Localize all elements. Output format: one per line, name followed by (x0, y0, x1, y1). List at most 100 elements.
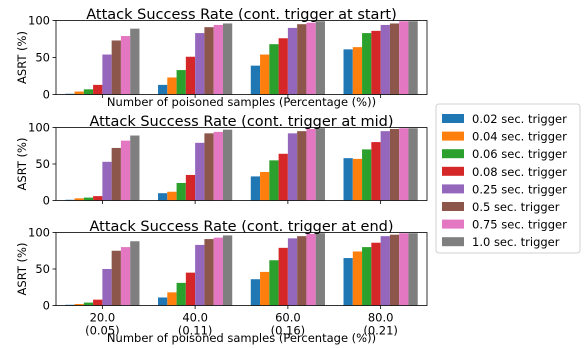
bar-7-3 (306, 128, 316, 201)
y-tick-label: 50 (35, 262, 50, 276)
bar-5-3 (287, 133, 298, 201)
x-tick-label: (0.21) (363, 324, 398, 338)
bar-8-4 (408, 128, 418, 201)
bar-3-3 (269, 160, 279, 201)
x-tick-label: 60.0 (275, 311, 301, 325)
bar-3-2 (176, 282, 186, 306)
legend-swatch-8 (442, 237, 464, 247)
x-tick-label: (0.11) (178, 324, 213, 338)
bar-6-1 (111, 147, 121, 201)
bar-5-1 (102, 161, 112, 201)
x-tick-label: 80.0 (368, 311, 394, 325)
bar-6-1 (111, 40, 121, 95)
bar-5-1 (102, 269, 112, 306)
bar-6-2 (204, 239, 214, 306)
bar-3-2 (176, 70, 186, 95)
y-tick-label: 0 (43, 88, 50, 102)
subplot-title: Attack Success Rate (cont. trigger at mi… (89, 114, 393, 130)
x-axis-label: Number of poisoned samples (Percentage (… (107, 331, 376, 345)
legend-swatch-3 (442, 149, 464, 159)
legend: 0.02 sec. trigger 0.04 sec. trigger 0.06 s… (435, 103, 581, 254)
legend-entry-7: 0.75 sec. trigger (472, 218, 567, 232)
bar-8-2 (222, 129, 233, 201)
y-tick-label: 0 (43, 299, 50, 313)
bar-7-2 (213, 131, 223, 201)
bar-7-2 (213, 237, 223, 306)
subplot-title: Attack Success Rate (cont. trigger at st… (86, 7, 397, 23)
bar-4-4 (371, 142, 381, 201)
bar-8-2 (222, 235, 233, 306)
legend-entry-8: 1.0 sec. trigger (472, 235, 560, 249)
bar-5-4 (380, 236, 390, 306)
bar-7-2 (213, 24, 223, 95)
bar-7-4 (399, 21, 409, 95)
bar-2-3 (260, 271, 270, 306)
bar-1-4 (343, 49, 353, 95)
bar-8-3 (315, 21, 325, 95)
bar-3-4 (362, 247, 372, 306)
bar-3-1 (83, 89, 94, 95)
legend-entry-5: 0.25 sec. trigger (472, 182, 567, 196)
bar-5-3 (287, 27, 298, 95)
x-tick-label: (0.16) (271, 324, 306, 338)
legend-entry-6: 0.5 sec. trigger (472, 200, 560, 214)
bar-1-2 (158, 193, 168, 201)
bar-4-3 (278, 247, 288, 306)
bar-6-3 (297, 24, 307, 95)
bar-7-4 (399, 233, 409, 306)
bar-1-2 (158, 84, 168, 95)
bar-4-2 (185, 174, 196, 201)
bar-8-1 (130, 241, 140, 306)
bar-6-2 (204, 133, 214, 201)
bar-3-4 (362, 149, 372, 201)
x-axis-label: Number of poisoned samples (Percentage (… (107, 95, 376, 109)
bar-2-3 (260, 54, 270, 95)
bar-8-4 (408, 233, 418, 306)
bar-5-2 (195, 244, 205, 306)
bar-2-2 (167, 292, 177, 306)
bar-4-3 (278, 38, 288, 95)
bar-5-4 (380, 24, 390, 95)
bar-1-3 (250, 65, 261, 95)
bar-6-2 (204, 27, 214, 95)
bar-1-3 (250, 279, 261, 306)
bar-2-3 (260, 172, 270, 201)
y-axis-label: ASRT (%) (15, 31, 29, 84)
y-tick-label: 100 (28, 226, 50, 240)
bar-4-1 (93, 299, 103, 306)
bar-7-1 (120, 140, 131, 201)
subplot-2: 0 50 100 Attack Success Rate (cont. trigger… (15, 114, 428, 208)
bar-3-2 (176, 182, 186, 201)
bar-8-2 (222, 23, 233, 95)
bar-3-3 (269, 44, 279, 95)
bar-2-1 (74, 304, 84, 306)
bar-5-2 (195, 33, 205, 95)
bar-1-3 (250, 176, 261, 201)
bar-8-1 (130, 28, 140, 95)
bar-4-3 (278, 153, 288, 201)
bar-2-4 (352, 158, 363, 201)
bar-6-4 (389, 128, 400, 201)
y-tick-label: 50 (35, 157, 50, 171)
bar-8-4 (408, 21, 418, 95)
legend-swatch-5 (442, 184, 464, 194)
legend-box (435, 103, 581, 254)
bar-7-1 (120, 36, 131, 95)
bar-8-1 (130, 135, 140, 201)
bar-6-4 (389, 23, 400, 95)
y-tick-label: 100 (28, 14, 50, 28)
bar-4-1 (93, 196, 103, 201)
bar-3-3 (269, 260, 279, 306)
bar-1-4 (343, 258, 353, 306)
subplot-1: 0 50 100 Attack Success Rate (cont. trigger… (15, 7, 428, 109)
bar-4-1 (93, 84, 103, 95)
bar-3-4 (362, 33, 372, 95)
bar-5-1 (102, 54, 112, 95)
bar-6-3 (297, 131, 307, 201)
x-tick-label: (0.05) (85, 324, 120, 338)
y-tick-label: 0 (43, 194, 50, 208)
bar-7-3 (306, 22, 316, 95)
bar-2-4 (352, 251, 363, 306)
legend-entry-1: 0.02 sec. trigger (472, 112, 567, 126)
